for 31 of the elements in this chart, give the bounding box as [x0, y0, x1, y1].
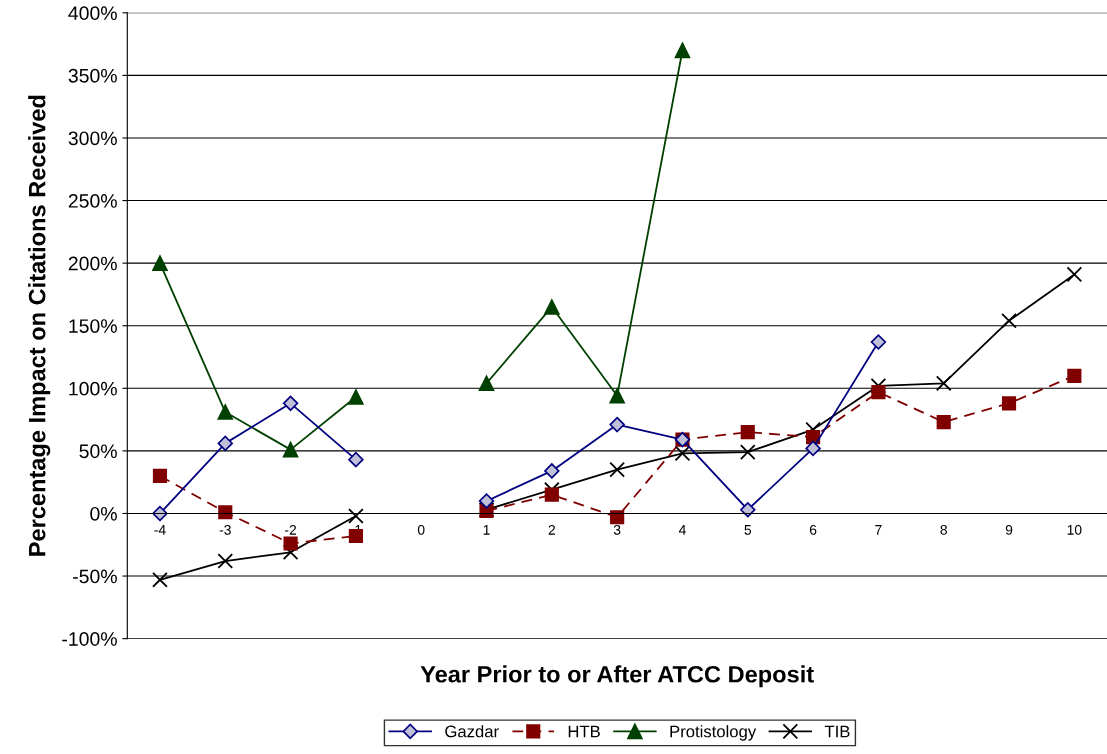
- x-tick-label: -3: [219, 524, 231, 535]
- x-tick-label: 9: [1005, 524, 1013, 535]
- x-tick-label: 3: [613, 524, 621, 535]
- x-tick-label: 8: [940, 524, 947, 535]
- y-tick-label: 250%: [68, 194, 117, 208]
- y-tick-label: 100%: [69, 381, 117, 396]
- x-tick-label: 6: [809, 524, 817, 535]
- y-tick-label: 0%: [90, 506, 117, 521]
- x-tick-label: 5: [744, 525, 752, 535]
- x-tick-label: 2: [548, 524, 555, 535]
- x-tick-label: 7: [875, 525, 882, 535]
- y-tick-label: 200%: [68, 256, 117, 271]
- y-tick-label: 150%: [69, 319, 117, 333]
- x-tick-label: 1: [483, 525, 490, 535]
- x-tick-label: 10: [1067, 524, 1082, 535]
- y-tick-label: 300%: [68, 131, 117, 146]
- y-tick-label: 400%: [68, 6, 117, 21]
- legend-label: Gazdar: [445, 725, 499, 738]
- y-tick-label: -100%: [62, 632, 117, 646]
- legend-label: HTB: [568, 725, 600, 738]
- x-tick-label: 4: [678, 525, 686, 535]
- x-tick-label: -2: [285, 524, 297, 535]
- x-axis-title: Year Prior to or After ATCC Deposit: [420, 665, 814, 688]
- x-tick-label: 0: [417, 524, 425, 535]
- y-tick-label: 350%: [68, 68, 117, 83]
- y-axis-title: Percentage Impact on Citations Received: [28, 95, 51, 556]
- x-tick-label: -4: [154, 525, 166, 535]
- y-tick-label: 50%: [79, 444, 117, 459]
- legend-label: Protistology: [670, 725, 757, 741]
- y-tick-label: -50%: [73, 569, 117, 584]
- legend-label: TIB: [824, 725, 850, 738]
